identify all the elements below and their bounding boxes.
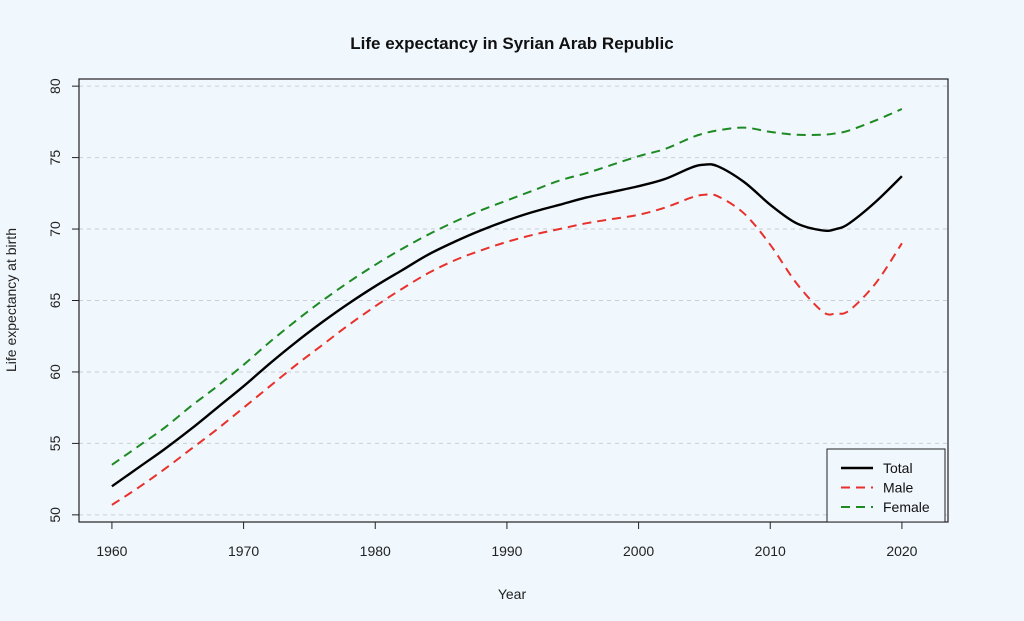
series-line-female bbox=[111, 108, 903, 466]
x-axis-title: Year bbox=[498, 586, 527, 602]
y-tick-label: 80 bbox=[47, 78, 63, 94]
gridlines bbox=[79, 85, 948, 516]
y-tick-label: 65 bbox=[47, 293, 63, 309]
series-line-male bbox=[111, 193, 903, 506]
x-axis: 1960 1970 1980 1990 2000 2010 2020 bbox=[96, 522, 918, 559]
y-axis: 50 55 60 65 70 75 80 bbox=[47, 78, 79, 523]
legend-label: Male bbox=[883, 480, 914, 496]
y-tick-label: 55 bbox=[47, 435, 63, 451]
y-tick-label: 50 bbox=[47, 507, 63, 523]
chart-title: Life expectancy in Syrian Arab Republic bbox=[350, 34, 673, 53]
x-tick-label: 2020 bbox=[886, 543, 917, 559]
x-tick-label: 1970 bbox=[228, 543, 259, 559]
x-tick-label: 2010 bbox=[755, 543, 786, 559]
x-tick-label: 1980 bbox=[360, 543, 391, 559]
series-lines bbox=[111, 108, 903, 506]
y-axis-title: Life expectancy at birth bbox=[3, 228, 19, 372]
x-tick-label: 2000 bbox=[623, 543, 654, 559]
x-tick-label: 1990 bbox=[491, 543, 522, 559]
legend-label: Female bbox=[883, 499, 930, 515]
legend-label: Total bbox=[883, 460, 913, 476]
legend: Total Male Female bbox=[826, 448, 946, 523]
y-tick-label: 75 bbox=[47, 150, 63, 166]
x-tick-label: 1960 bbox=[96, 543, 127, 559]
series-line-total bbox=[111, 163, 903, 488]
y-tick-label: 60 bbox=[47, 364, 63, 380]
legend-box bbox=[826, 448, 946, 523]
y-tick-label: 70 bbox=[47, 221, 63, 237]
